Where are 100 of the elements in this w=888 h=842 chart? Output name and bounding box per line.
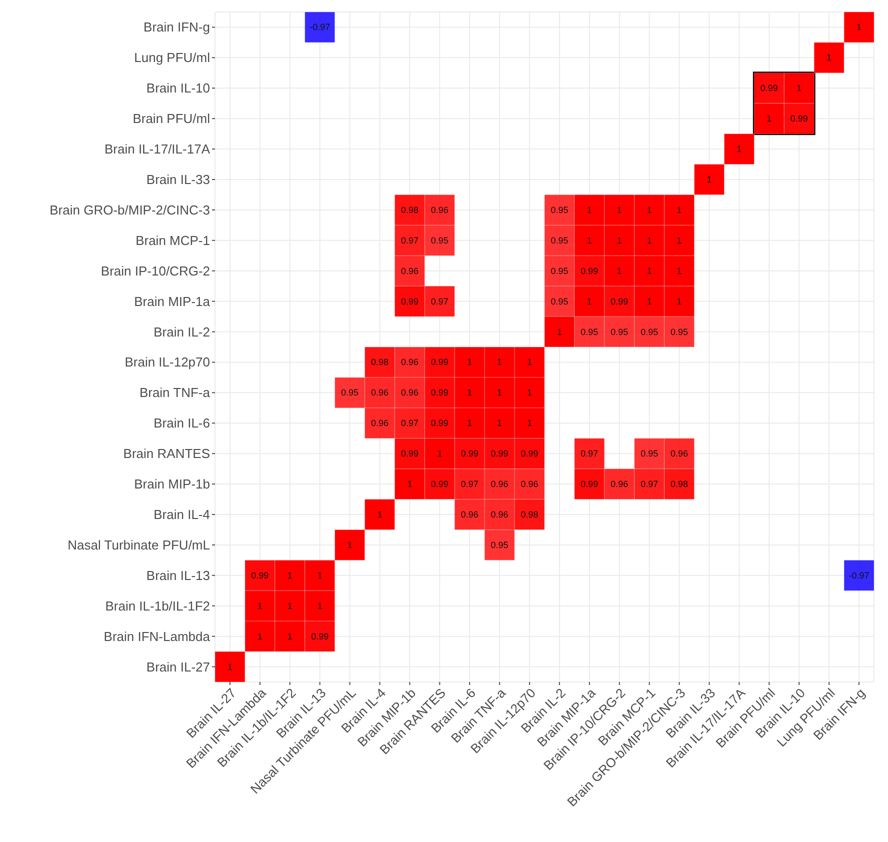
data-label: 0.99	[311, 631, 329, 642]
y-tick-label: Brain IL-13	[146, 568, 210, 583]
data-label: 0.99	[760, 83, 778, 94]
data-label: 1	[676, 235, 682, 246]
data-label: 0.95	[580, 326, 598, 337]
data-label: 0.96	[520, 479, 538, 490]
data-label: 1	[616, 235, 622, 246]
data-label: 0.99	[580, 479, 598, 490]
y-tick-label: Brain IL-2	[154, 324, 210, 340]
y-tick-label: Brain MIP-1b	[134, 476, 210, 492]
data-label: 0.98	[520, 510, 538, 520]
data-label: 0.95	[550, 235, 568, 246]
y-tick-label: Brain IFN-Lambda	[104, 628, 211, 644]
data-label: 1	[796, 83, 802, 94]
data-label: 1	[227, 662, 232, 672]
data-label: 1	[467, 418, 472, 428]
data-label: 0.95	[640, 326, 658, 337]
data-label: 1	[527, 388, 532, 398]
y-tick-label: Lung PFU/ml	[134, 50, 210, 66]
data-label: 0.99	[520, 448, 538, 459]
data-label: 1	[856, 22, 862, 32]
data-label: 1	[556, 326, 562, 337]
data-label: 1	[287, 600, 292, 611]
y-tick-label: Brain IL-17/IL-17A	[104, 142, 210, 157]
data-label: 0.99	[580, 266, 598, 276]
data-label: 1	[586, 235, 592, 246]
data-label: 0.99	[400, 296, 418, 306]
y-tick-label: Brain IL-10	[146, 80, 210, 96]
data-label: 1	[646, 204, 652, 215]
data-label: 1	[826, 52, 832, 63]
data-label: 0.99	[430, 418, 448, 428]
data-label: 0.95	[430, 235, 448, 246]
data-label: 0.99	[400, 448, 418, 459]
data-label: 0.99	[430, 388, 448, 398]
data-label: 0.98	[670, 479, 688, 490]
data-label: 1	[257, 600, 262, 611]
data-label: 0.96	[610, 479, 628, 490]
data-label: 1	[497, 388, 502, 398]
data-label: 0.95	[550, 296, 568, 306]
data-label: 1	[706, 174, 712, 184]
data-label: 1	[317, 600, 322, 611]
y-tick-label: Brain IL-27	[146, 659, 210, 674]
y-tick-label: Brain IL-12p70	[124, 354, 210, 370]
data-label: 0.96	[400, 357, 418, 368]
data-label: 1	[616, 266, 622, 276]
data-label: 0.96	[490, 479, 508, 490]
data-label: 0.97	[640, 479, 658, 490]
data-label: 0.97	[400, 418, 418, 428]
data-label: 0.99	[610, 296, 628, 306]
data-label: 0.99	[490, 448, 508, 459]
data-label: 1	[646, 296, 652, 306]
y-tick-label: Brain PFU/ml	[132, 111, 210, 126]
data-label: 1	[317, 570, 322, 580]
data-label: 1	[736, 144, 742, 154]
data-label: 1	[646, 266, 652, 276]
data-label: 0.99	[430, 357, 448, 368]
y-tick-label: Brain IP-10/CRG-2	[100, 263, 210, 278]
data-label: 1	[257, 631, 262, 642]
data-label: 0.96	[490, 510, 508, 520]
data-label: 1	[676, 266, 682, 276]
data-label: 0.97	[580, 448, 598, 459]
data-label: 0.96	[430, 204, 448, 215]
data-label: 0.96	[670, 448, 688, 459]
data-label: 1	[347, 540, 352, 550]
data-label: 1	[497, 357, 502, 368]
data-label: 1	[616, 204, 622, 215]
data-label: 1	[586, 296, 592, 306]
y-tick-label: Brain IL-4	[154, 507, 210, 522]
data-label: 0.95	[610, 326, 628, 337]
data-label: 0.99	[790, 114, 808, 124]
data-label: 0.95	[640, 448, 658, 459]
data-label: 0.99	[430, 479, 448, 490]
data-label: 0.97	[430, 296, 448, 306]
data-label: 1	[437, 448, 442, 459]
y-tick-label: Brain RANTES	[123, 446, 210, 462]
y-tick-label: Brain TNF-a	[139, 385, 211, 400]
data-label: 0.96	[400, 266, 418, 276]
data-label: 0.99	[251, 570, 269, 580]
data-label: 0.95	[550, 266, 568, 276]
data-label: 1	[527, 357, 532, 368]
y-tick-label: Brain GRO-b/MIP-2/CINC-3	[50, 202, 210, 218]
data-label: 1	[407, 479, 412, 490]
data-label: 1	[287, 570, 292, 580]
data-label: 0.95	[670, 326, 688, 337]
data-label: 0.98	[370, 357, 389, 368]
y-tick-label: Brain IL-33	[146, 172, 210, 187]
data-label: 1	[676, 204, 682, 215]
data-label: 0.96	[370, 388, 389, 398]
data-label: 0.97	[400, 235, 418, 246]
data-label: 0.99	[460, 448, 478, 459]
data-label: -0.97	[848, 570, 870, 580]
y-tick-label: Nasal Turbinate PFU/mL	[68, 537, 210, 552]
data-label: 0.96	[400, 388, 418, 398]
data-label: 1	[586, 204, 592, 215]
data-label: -0.97	[310, 22, 330, 32]
data-label: 1	[377, 510, 382, 520]
y-tick-label: Brain MCP-1	[136, 232, 210, 248]
y-tick-label: Brain IL-1b/IL-1F2	[105, 598, 210, 614]
data-label: 1	[766, 114, 772, 124]
data-label: 1	[497, 418, 502, 428]
